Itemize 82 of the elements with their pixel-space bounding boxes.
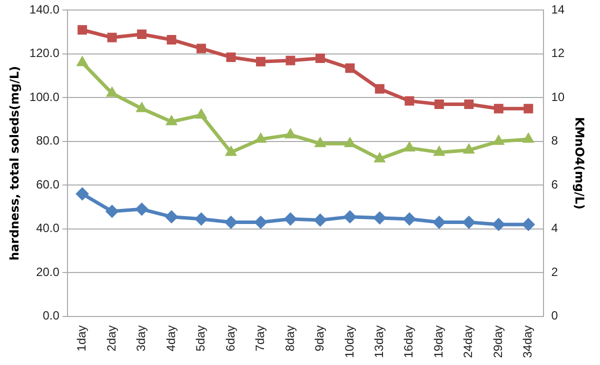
point	[374, 84, 384, 94]
y-tick-label: 120.0	[29, 46, 60, 60]
y-tick-label: 80.0	[36, 134, 60, 148]
point	[314, 137, 326, 148]
point	[524, 104, 534, 114]
y2-tick-label: 8	[551, 134, 558, 148]
x-tick-label: 16day	[402, 325, 416, 358]
point	[404, 96, 414, 106]
x-tick-label: 9day	[312, 325, 327, 352]
x-tick-label: 10day	[342, 325, 356, 358]
point	[107, 32, 117, 42]
point	[196, 44, 206, 54]
point	[284, 212, 297, 226]
point	[226, 52, 236, 62]
point	[494, 104, 504, 114]
x-tick-label: 29day	[490, 325, 505, 358]
point	[76, 187, 89, 200]
x-tick-label: 7day	[253, 325, 268, 352]
point	[345, 63, 355, 73]
y2-tick-label: 4	[551, 221, 558, 236]
x-tick-label: 24day	[461, 325, 476, 358]
point	[137, 30, 147, 39]
y2-tick-label: 2	[551, 264, 558, 279]
point	[194, 212, 208, 226]
point	[284, 128, 296, 138]
y-tick-label: 60.0	[36, 177, 60, 192]
y2-tick-label: 0	[551, 308, 558, 323]
x-tick-label: 6day	[223, 325, 238, 352]
point	[314, 214, 327, 227]
point	[344, 137, 356, 148]
point	[402, 212, 416, 226]
x-tick-label: 13day	[372, 325, 386, 358]
point	[463, 144, 475, 154]
y-tick-label: 0.0	[42, 308, 60, 323]
point	[522, 218, 535, 231]
y2-tick-label: 6	[551, 177, 558, 192]
point	[343, 210, 356, 224]
point	[254, 216, 268, 229]
y-tick-label: 40.0	[36, 221, 60, 236]
point	[373, 211, 386, 224]
x-tick-label: 3day	[134, 325, 148, 352]
x-tick-label: 8day	[282, 325, 297, 352]
point	[464, 99, 474, 109]
x-tick-label: 19day	[431, 325, 446, 358]
x-tick-label: 5day	[194, 325, 208, 352]
point	[492, 218, 506, 231]
y2-axis-title: KMnO4(mg/L)	[572, 117, 587, 210]
point	[433, 146, 445, 156]
y-tick-label: 100.0	[29, 90, 60, 104]
point	[166, 115, 178, 126]
point	[136, 102, 148, 112]
point	[315, 54, 325, 64]
x-tick-label: 1day	[74, 325, 89, 352]
x-tick-label: 34day	[520, 325, 535, 358]
y2-tick-label: 12	[551, 46, 565, 60]
point	[225, 146, 237, 156]
point	[166, 34, 176, 44]
y2-tick-label: 14	[551, 2, 565, 17]
point	[434, 99, 444, 109]
y2-tick-label: 10	[551, 90, 565, 104]
point	[256, 56, 266, 66]
point	[165, 210, 178, 224]
point	[76, 56, 88, 66]
point	[522, 132, 534, 143]
point	[492, 134, 504, 145]
x-tick-label: 2day	[104, 325, 118, 352]
point	[78, 25, 88, 35]
point	[432, 216, 446, 229]
y-tick-label: 140.0	[29, 2, 60, 17]
point	[106, 204, 119, 218]
point	[404, 141, 416, 152]
point	[106, 86, 118, 97]
point	[196, 108, 207, 119]
y-axis-title: hardness, total soleds(mg/L)	[7, 66, 22, 260]
point	[286, 56, 296, 66]
point	[135, 202, 148, 216]
point	[374, 152, 386, 162]
x-tick-label: 4day	[164, 325, 178, 352]
point	[462, 216, 476, 229]
point	[255, 132, 266, 143]
y-tick-label: 20.0	[36, 264, 60, 279]
point	[224, 216, 238, 229]
